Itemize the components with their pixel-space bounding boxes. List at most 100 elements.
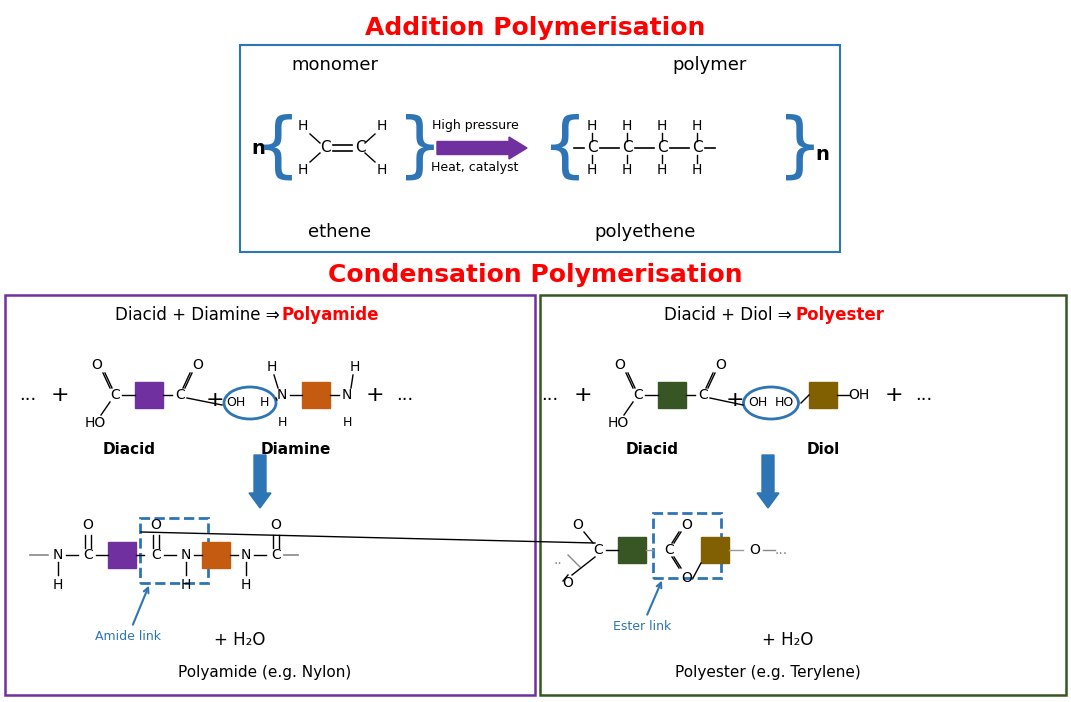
Text: O: O [750,543,760,557]
Text: +: + [365,385,384,405]
Text: O: O [715,358,726,372]
Text: C: C [633,388,643,402]
Text: O: O [82,518,93,532]
Text: C: C [698,388,708,402]
Text: ...: ... [396,386,413,404]
Text: Diamine: Diamine [261,442,331,458]
Text: + H₂O: + H₂O [763,631,814,649]
Bar [540,295,1066,695]
Text: Diacid + Diol ⇒: Diacid + Diol ⇒ [664,306,797,324]
Text: O: O [562,576,573,590]
Text: N: N [181,548,192,562]
Text: polyethene: polyethene [594,223,696,241]
Text: +: + [50,385,70,405]
Text: {: { [255,114,301,183]
Bar [135,382,163,408]
FancyArrow shape [757,455,779,508]
Text: C: C [657,140,667,156]
Text: H: H [622,119,632,133]
Text: OH: OH [749,397,768,409]
Text: H: H [52,578,63,592]
Text: Diacid + Diamine ⇒: Diacid + Diamine ⇒ [115,306,285,324]
Text: C: C [176,388,185,402]
Text: +: + [206,390,224,410]
Bar [702,537,729,563]
Text: O: O [573,518,584,532]
Text: Polyamide (e.g. Nylon): Polyamide (e.g. Nylon) [179,665,351,680]
Text: + H₂O: + H₂O [214,631,266,649]
Text: C: C [84,548,93,562]
Text: O: O [151,518,162,532]
Text: H: H [587,163,598,177]
Text: C: C [593,543,603,557]
Bar [618,537,646,563]
Text: +: + [885,385,903,405]
Text: Condensation Polymerisation: Condensation Polymerisation [328,263,742,287]
Text: N: N [342,388,352,402]
Text: H: H [277,416,287,430]
Text: n: n [815,145,829,164]
Text: HO: HO [774,397,794,409]
Text: N: N [52,548,63,562]
Text: C: C [151,548,161,562]
Text: H: H [350,360,360,374]
Text: }: } [778,114,823,183]
Text: H: H [259,397,269,409]
Text: C: C [587,140,598,156]
Text: H: H [343,416,351,430]
Text: O: O [615,358,625,372]
Text: ...: ... [774,543,787,557]
Text: O: O [681,518,693,532]
Text: +: + [726,390,744,410]
Bar [202,542,230,568]
Text: n: n [251,138,265,157]
Text: Diacid: Diacid [625,442,679,458]
Text: H: H [657,163,667,177]
Text: Heat, catalyst: Heat, catalyst [432,161,518,175]
Text: C: C [664,543,674,557]
Text: Diacid: Diacid [103,442,155,458]
Text: O: O [271,518,282,532]
Text: H: H [692,119,703,133]
Text: N: N [276,388,287,402]
Text: C: C [692,140,703,156]
Text: High pressure: High pressure [432,119,518,131]
Text: OH: OH [226,397,245,409]
Text: Addition Polymerisation: Addition Polymerisation [365,16,705,40]
Text: H: H [298,163,308,177]
Bar [108,542,136,568]
Text: {: { [542,114,588,183]
Text: Polyester: Polyester [796,306,885,324]
Text: C: C [319,140,330,156]
Text: +: + [574,385,592,405]
Text: O: O [193,358,203,372]
Text: H: H [181,578,192,592]
Text: ethene: ethene [308,223,372,241]
Text: Amide link: Amide link [95,588,161,643]
Text: Polyester (e.g. Terylene): Polyester (e.g. Terylene) [675,665,861,680]
Text: H: H [267,360,277,374]
Text: ..: .. [554,553,562,567]
Text: H: H [377,163,388,177]
Text: OH: OH [848,388,870,402]
Text: }: } [397,114,443,183]
Text: O: O [681,571,693,585]
Text: N: N [241,548,252,562]
Bar [5,295,536,695]
Text: Polyamide: Polyamide [282,306,379,324]
Text: O: O [91,358,103,372]
Text: H: H [622,163,632,177]
Text: H: H [587,119,598,133]
Bar [658,382,687,408]
Bar [302,382,330,408]
Text: ...: ... [19,386,36,404]
Text: H: H [377,119,388,133]
Text: H: H [298,119,308,133]
Text: C: C [110,388,120,402]
Bar [240,45,840,252]
Text: H: H [657,119,667,133]
Text: C: C [621,140,632,156]
FancyArrow shape [437,137,527,159]
Text: C: C [355,140,365,156]
Text: H: H [241,578,252,592]
